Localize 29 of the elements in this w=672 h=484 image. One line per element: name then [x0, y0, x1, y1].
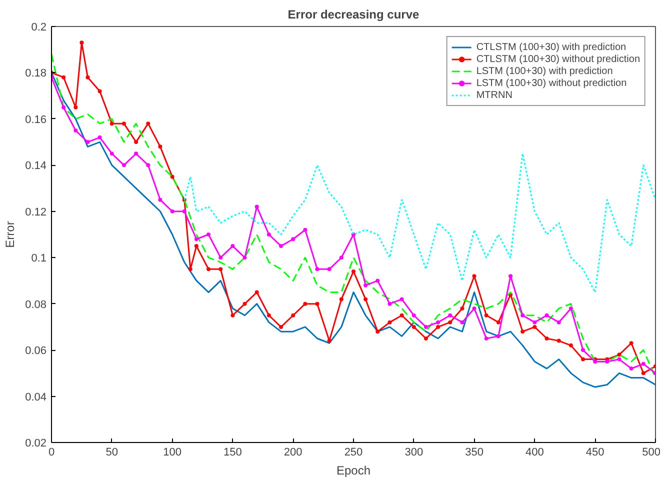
chart-title: Error decreasing curve [288, 8, 420, 22]
x-tick-label: 100 [163, 446, 182, 458]
x-tick-label: 300 [404, 446, 424, 458]
y-tick-label: 0.2 [31, 22, 47, 34]
y-tick-label: 0.18 [25, 68, 47, 80]
y-tick-label: 0.16 [25, 114, 47, 126]
x-tick-label: 350 [465, 446, 484, 458]
legend-label: CTLSTM (100+30) with prediction [476, 42, 626, 52]
y-tick-label: 0.08 [25, 298, 47, 311]
x-tick-label: 400 [526, 446, 544, 458]
x-tick-label: 50 [106, 446, 118, 458]
legend-label: LSTM (100+30) with prediction [476, 66, 613, 76]
legend-label: CTLSTM (100+30) without prediction [476, 54, 640, 64]
x-tick-label: 200 [284, 446, 302, 458]
y-tick-label: 0.02 [25, 438, 47, 450]
x-tick-label: 250 [344, 446, 363, 458]
y-tick-label: 0.12 [25, 206, 47, 218]
x-tick-label: 450 [586, 446, 604, 458]
y-axis-title: Error [3, 221, 18, 248]
x-tick-label: 500 [642, 446, 661, 458]
y-tick-label: 0.04 [25, 391, 47, 404]
x-tick-label: 0 [48, 446, 55, 458]
x-tick-label: 150 [224, 446, 242, 458]
y-tick-label: 0.14 [25, 160, 47, 172]
legend-label: LSTM (100+30) without prediction [476, 78, 627, 88]
legend-label: MTRNN [476, 90, 512, 100]
y-tick-label: 0.1 [31, 252, 47, 265]
x-axis-title: Epoch [336, 464, 371, 478]
y-tick-label: 0.06 [25, 345, 47, 358]
